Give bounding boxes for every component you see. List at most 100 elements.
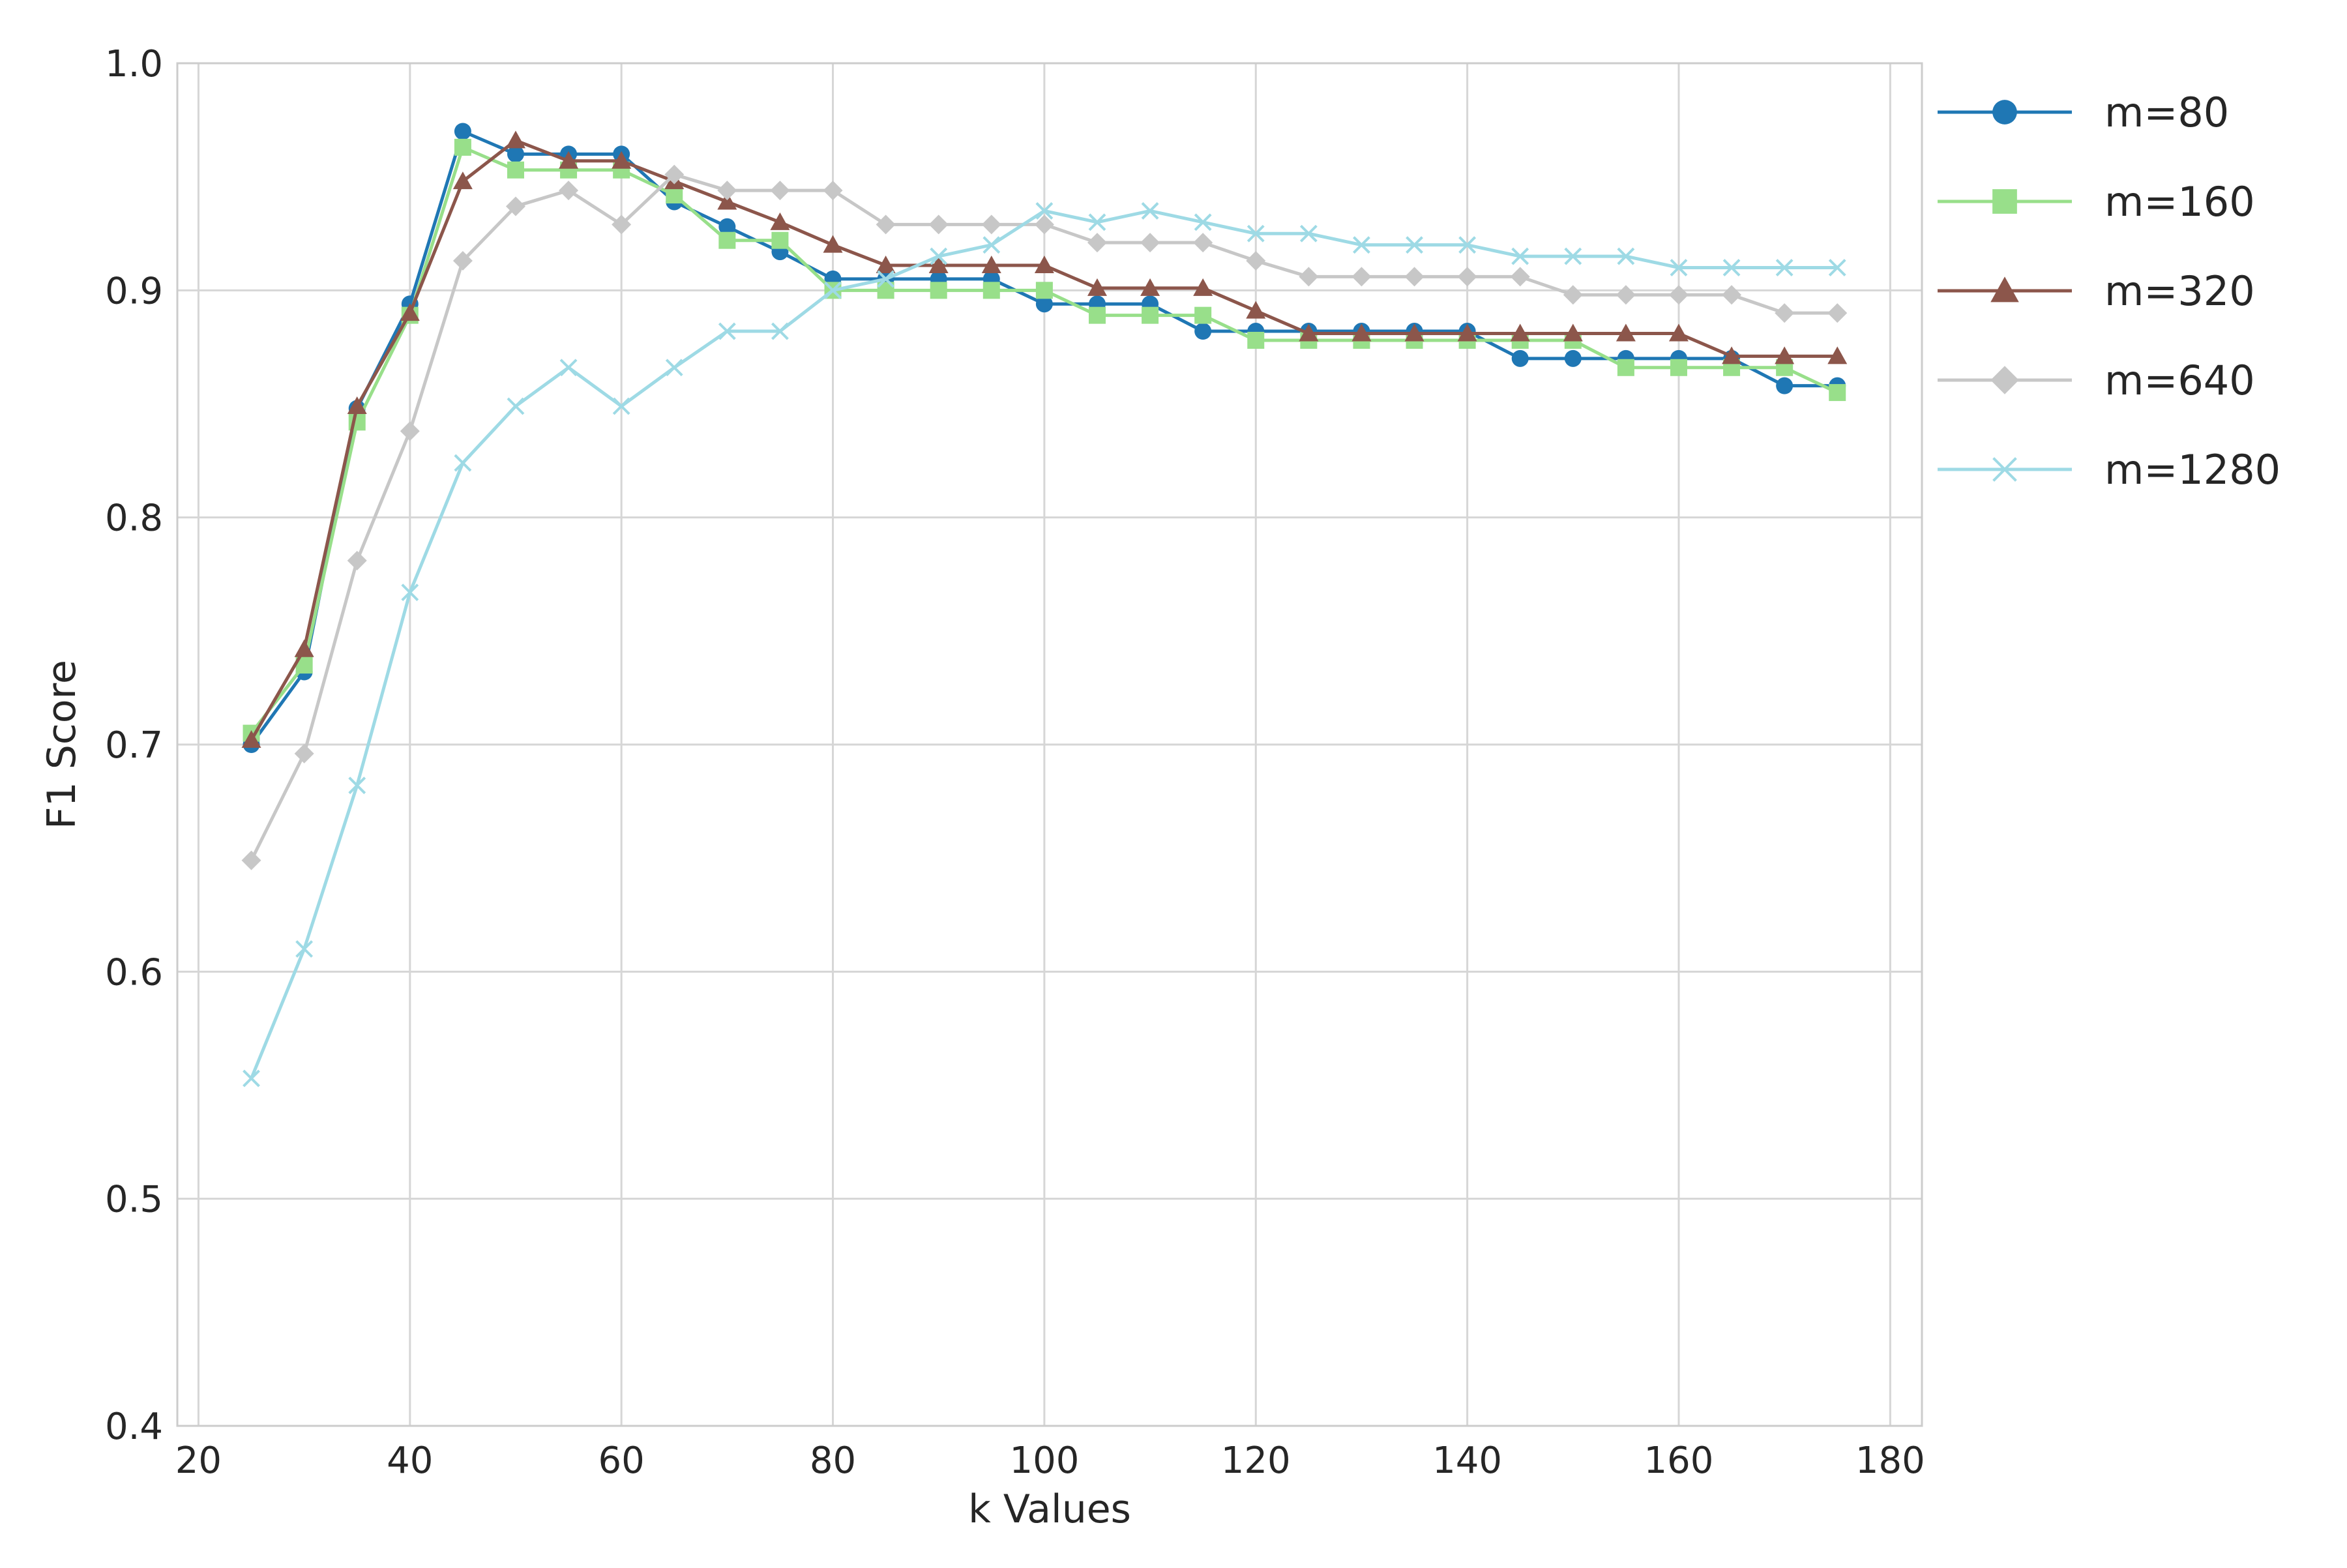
data-point	[241, 850, 261, 870]
data-point	[1458, 236, 1477, 254]
x-tick-label: 120	[1221, 1440, 1291, 1482]
series-m=320	[241, 130, 1848, 748]
data-point	[559, 151, 579, 169]
data-point	[454, 454, 472, 472]
data-point	[666, 186, 683, 204]
data-point	[1299, 267, 1319, 287]
data-point	[1775, 259, 1793, 276]
data-point	[1035, 295, 1053, 313]
data-point	[1563, 285, 1583, 305]
data-point	[507, 161, 524, 179]
data-point	[982, 282, 1000, 299]
data-point	[1404, 267, 1424, 287]
x-tick-label: 80	[810, 1440, 856, 1482]
data-point	[559, 181, 579, 201]
data-point	[612, 397, 630, 415]
y-tick-label: 1.0	[105, 43, 163, 85]
data-point	[1511, 349, 1529, 367]
data-point	[1827, 303, 1848, 323]
data-point	[928, 214, 949, 235]
data-point	[1829, 384, 1846, 402]
data-point	[1034, 214, 1054, 235]
data-point	[454, 123, 471, 140]
data-point	[243, 1069, 260, 1087]
grid-layer	[177, 62, 1922, 1427]
data-point	[1776, 377, 1793, 394]
data-point	[876, 256, 896, 274]
data-point	[452, 251, 473, 271]
data-point	[664, 164, 685, 185]
x-axis-title: k Values	[968, 1487, 1131, 1532]
legend-marker	[1990, 366, 2019, 394]
data-point	[718, 322, 736, 340]
data-point	[770, 212, 790, 230]
legend-label: m=160	[2104, 178, 2255, 226]
data-point	[1247, 331, 1265, 349]
data-point	[981, 256, 1001, 274]
data-point	[717, 192, 737, 210]
data-point	[1775, 303, 1795, 323]
data-point	[295, 940, 314, 958]
data-point	[1351, 267, 1372, 287]
legend-entry: m=160	[1938, 178, 2255, 226]
data-point	[1670, 359, 1687, 376]
data-point	[1722, 259, 1741, 276]
data-point	[1827, 346, 1848, 364]
data-point	[401, 584, 419, 602]
series-m=1280	[243, 202, 1846, 1087]
data-point	[877, 270, 895, 288]
data-point	[241, 730, 261, 748]
data-point	[612, 151, 632, 169]
data-point	[1510, 323, 1530, 342]
x-tick-label: 20	[175, 1440, 222, 1482]
data-point	[1510, 267, 1530, 287]
legend-entry: m=1280	[1938, 446, 2281, 494]
data-point	[1088, 306, 1106, 324]
data-point	[612, 214, 632, 235]
data-point	[1668, 323, 1689, 342]
data-point	[1564, 247, 1582, 265]
legend-marker	[1992, 189, 2017, 214]
data-point	[1087, 233, 1107, 253]
data-point	[876, 214, 896, 235]
legend-marker	[1992, 100, 2017, 125]
data-point	[1034, 256, 1054, 274]
data-point	[823, 235, 843, 253]
legend-entry: m=80	[1938, 89, 2229, 136]
data-point	[1828, 259, 1846, 276]
data-point	[1088, 213, 1106, 231]
tick-layer: 20 40 60 80 100 120 140 160 180 0.4 0.5 0.6 0.7 0.8 0.…	[105, 43, 1925, 1482]
legend-marker	[1990, 276, 2019, 303]
data-point	[1193, 233, 1213, 253]
data-point	[928, 256, 949, 274]
data-point	[1617, 359, 1634, 376]
data-point	[1351, 323, 1372, 342]
data-point	[823, 181, 843, 201]
data-point	[1141, 202, 1159, 220]
data-point	[348, 777, 366, 795]
y-tick-label: 0.8	[105, 497, 163, 540]
data-point	[1563, 323, 1583, 342]
data-point	[1035, 202, 1054, 220]
data-point	[294, 743, 314, 763]
data-point	[507, 397, 525, 415]
data-point	[559, 359, 578, 377]
data-point	[1353, 236, 1370, 254]
data-point	[1670, 259, 1688, 276]
legend-label: m=80	[2104, 89, 2229, 136]
y-tick-label: 0.6	[105, 951, 163, 994]
data-point	[1087, 278, 1107, 296]
data-point	[982, 236, 1001, 254]
data-point	[1668, 285, 1689, 305]
y-tick-label: 0.9	[105, 270, 163, 312]
data-point	[1617, 247, 1635, 265]
data-point	[1142, 306, 1159, 324]
data-point	[507, 145, 524, 163]
data-point	[1194, 213, 1212, 231]
data-point	[1194, 306, 1212, 324]
data-point	[930, 282, 947, 299]
data-point	[1035, 282, 1053, 299]
data-point	[717, 181, 737, 201]
y-tick-label: 0.4	[105, 1406, 163, 1448]
